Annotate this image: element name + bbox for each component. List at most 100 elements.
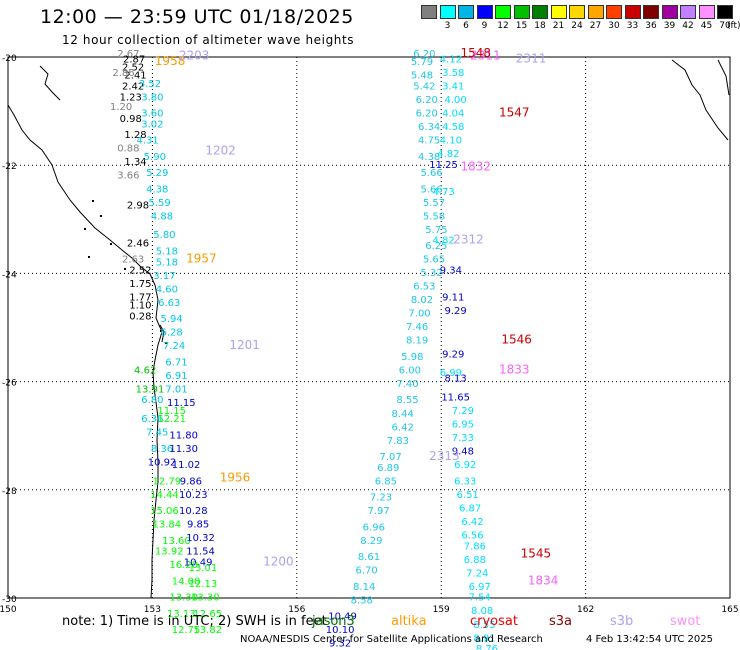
wave-height-label: 6.51 [457, 490, 479, 501]
wave-height-label: 6.88 [464, 555, 486, 566]
wave-height-label: 6.34 [418, 122, 440, 133]
satellite-name: swot [670, 614, 701, 629]
wave-height-label: 2.63 [122, 255, 144, 266]
wave-height-label: 3.02 [141, 119, 163, 130]
map-subtitle: 12 hour collection of altimeter wave hei… [62, 33, 355, 47]
wave-height-label: 11.80 [169, 430, 198, 441]
wave-height-label: 6.70 [355, 566, 377, 577]
scale-label: 3 [444, 21, 451, 31]
wave-height-label: 13.91 [136, 384, 165, 395]
lon-label: 165 [721, 605, 738, 615]
wave-height-label: 0.88 [117, 144, 139, 155]
wave-height-label: 5.48 [411, 71, 433, 82]
wave-height-values: 2.872.522.412.421.230.981.281.342.982.46… [110, 49, 498, 650]
wave-height-label: 11.02 [172, 460, 201, 471]
wave-height-label: 6.36 [141, 414, 163, 425]
wave-height-label: 3.41 [442, 81, 464, 92]
wave-height-label: 5.32 [420, 268, 442, 279]
wave-height-label: 10.10 [326, 625, 355, 636]
lon-label: 150 [0, 605, 17, 615]
wave-height-label: 11.54 [186, 547, 215, 558]
wave-height-label: 4.88 [151, 211, 173, 222]
lat-label: -30 [2, 595, 17, 605]
wave-height-label: 4.31 [136, 136, 158, 147]
wave-height-label: 5.66 [420, 168, 442, 179]
pass-time-label: 1956 [220, 471, 251, 485]
scale-label: 6 [463, 21, 469, 31]
wave-height-label: 8.13 [445, 374, 467, 385]
scale-label: 33 [626, 21, 639, 31]
wave-height-label: 8.55 [473, 620, 495, 631]
wave-height-label: 4.62 [134, 365, 156, 376]
scale-label: 21 [552, 21, 565, 31]
wave-height-label: 10.32 [186, 533, 215, 544]
wave-height-label: 3.80 [141, 92, 163, 103]
wave-height-label: 11.65 [441, 393, 470, 404]
wave-height-label: 2.42 [122, 81, 144, 92]
wave-height-label: 8.29 [360, 536, 382, 547]
wave-height-label: 4.00 [445, 95, 467, 106]
scale-swatch [532, 5, 548, 19]
scale-label: 27 [589, 21, 602, 31]
wave-height-label: 2.52 [122, 63, 144, 74]
footer-timestamp: 4 Feb 13:42:54 UTC 2025 [586, 634, 713, 645]
island-marker [88, 256, 90, 258]
coastline-segment [39, 65, 61, 101]
wave-height-label: 6.56 [461, 530, 483, 541]
wave-height-label: 1.77 [129, 292, 151, 303]
island-marker [84, 228, 86, 230]
wave-height-label: 5.58 [423, 211, 445, 222]
pass-time-label: 1832 [460, 160, 491, 174]
wave-height-label: 1.75 [129, 279, 151, 290]
wave-height-label: 5.42 [413, 81, 435, 92]
wave-height-label: 8.58 [351, 595, 373, 606]
wave-height-label: 16.20 [169, 560, 198, 571]
scale-swatch [643, 5, 659, 19]
wave-height-label: 7.24 [163, 341, 185, 352]
scale-swatch [458, 5, 474, 19]
wave-height-label: 3.66 [117, 171, 139, 182]
wave-height-label: 7.01 [165, 384, 187, 395]
wave-height-label: 6.63 [158, 298, 180, 309]
wave-height-label: 7.33 [452, 433, 474, 444]
wave-height-label: 6.71 [165, 357, 187, 368]
wave-height-label: 7.86 [464, 541, 486, 552]
scale-label: 12 [497, 21, 509, 31]
wave-height-label: 5.90 [144, 152, 166, 163]
wave-height-label: 12.13 [189, 579, 218, 590]
wave-height-label: 13.30 [191, 593, 220, 604]
wave-height-label: 7.07 [380, 452, 402, 463]
scale-label: 30 [608, 21, 620, 31]
wave-height-label: 13.82 [193, 625, 222, 636]
wave-height-label: 10.92 [148, 457, 177, 468]
wave-height-label: 6.91 [165, 371, 187, 382]
wave-height-label: 2.67 [117, 49, 139, 60]
island-marker [160, 330, 162, 332]
footer-note: note: 1) Time is in UTC; 2) SWH is in fe… [62, 614, 327, 629]
wave-height-label: 11.15 [157, 406, 186, 417]
wave-height-label: 5.65 [423, 255, 445, 266]
wave-height-label: 5.94 [161, 314, 183, 325]
wave-height-label: 10.23 [179, 490, 208, 501]
lat-label: -28 [2, 487, 17, 497]
scale-swatch [680, 5, 696, 19]
wave-height-label: 10.49 [184, 558, 213, 569]
wave-height-label: 13.84 [153, 520, 182, 531]
pass-time-label: 1547 [499, 106, 530, 120]
wave-height-label: 4.73 [432, 187, 454, 198]
scale-label: 9 [481, 21, 488, 31]
pass-time-label: 2312 [453, 233, 484, 247]
satellite-name: altika [391, 614, 427, 629]
wave-height-label: 0.98 [120, 114, 142, 125]
coastline-segment [717, 59, 730, 96]
wave-height-label: 7.23 [370, 493, 392, 504]
wave-height-label: 8.91 [473, 633, 495, 644]
scale-swatch [439, 5, 456, 19]
wave-height-label: 1.34 [124, 157, 146, 168]
wave-height-label: 8.55 [396, 395, 418, 406]
satellite-name: s3b [610, 614, 634, 629]
scale-swatch [624, 5, 641, 19]
pass-time-label: 1202 [205, 143, 236, 157]
